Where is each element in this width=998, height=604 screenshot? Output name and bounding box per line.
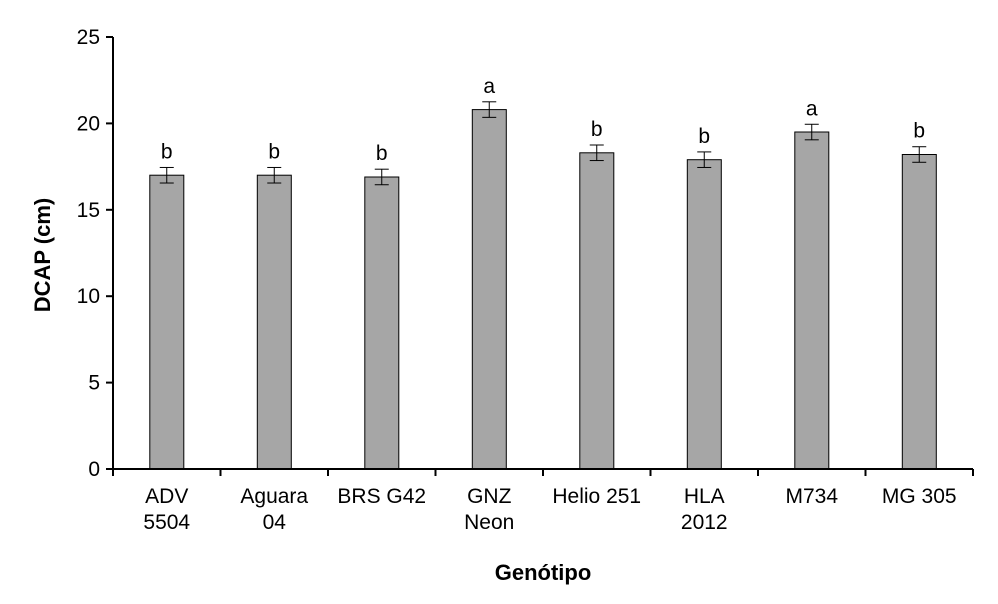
y-tick-label-1: 5 xyxy=(88,372,100,395)
x-tick-label-4-0: Helio 251 xyxy=(552,485,641,508)
x-tick-label-1-0: Aguara xyxy=(240,485,308,508)
y-tick-label-0: 0 xyxy=(88,458,100,481)
labels-layer: b ADV 5504 b Aguara 04 b BRS G42 a GNZ Neon b Helio … xyxy=(77,26,957,534)
significance-label-3: a xyxy=(483,75,495,98)
bar-5 xyxy=(686,159,722,470)
y-tick-label-2: 10 xyxy=(77,285,100,308)
significance-label-1: b xyxy=(268,141,280,164)
x-tick-label-7-0: MG 305 xyxy=(882,485,957,508)
significance-label-5: b xyxy=(698,125,710,148)
x-tick-label-3-1: Neon xyxy=(464,511,514,534)
x-axis-title: Genótipo xyxy=(495,560,592,585)
y-tick-label-5: 25 xyxy=(77,26,100,49)
x-tick-label-2-0: BRS G42 xyxy=(337,485,426,508)
bar-4 xyxy=(579,152,615,470)
bar-0 xyxy=(149,174,185,470)
x-tick-label-0-1: 5504 xyxy=(143,511,190,534)
x-tick-label-0-0: ADV xyxy=(145,485,188,508)
significance-label-4: b xyxy=(591,118,603,141)
x-tick-label-1-1: 04 xyxy=(263,511,287,534)
significance-label-2: b xyxy=(376,142,388,165)
bar-7 xyxy=(901,154,937,470)
significance-label-0: b xyxy=(161,141,173,164)
x-tick-label-5-1: 2012 xyxy=(681,511,728,534)
y-axis-title: DCAP (cm) xyxy=(30,198,55,313)
bar-1 xyxy=(256,174,292,470)
y-tick-label-4: 20 xyxy=(77,112,100,135)
bars-layer xyxy=(149,109,937,470)
y-tick-label-3: 15 xyxy=(77,199,100,222)
bar-6 xyxy=(794,131,830,470)
x-tick-label-5-0: HLA xyxy=(684,485,725,508)
axes-layer xyxy=(106,36,974,476)
x-tick-label-6-0: M734 xyxy=(785,485,838,508)
x-tick-label-3-0: GNZ xyxy=(467,485,512,508)
error-bars-layer xyxy=(159,101,927,186)
bar-2 xyxy=(364,176,400,470)
significance-label-6: a xyxy=(806,97,818,120)
significance-label-7: b xyxy=(913,120,925,143)
bar-3 xyxy=(471,109,507,470)
